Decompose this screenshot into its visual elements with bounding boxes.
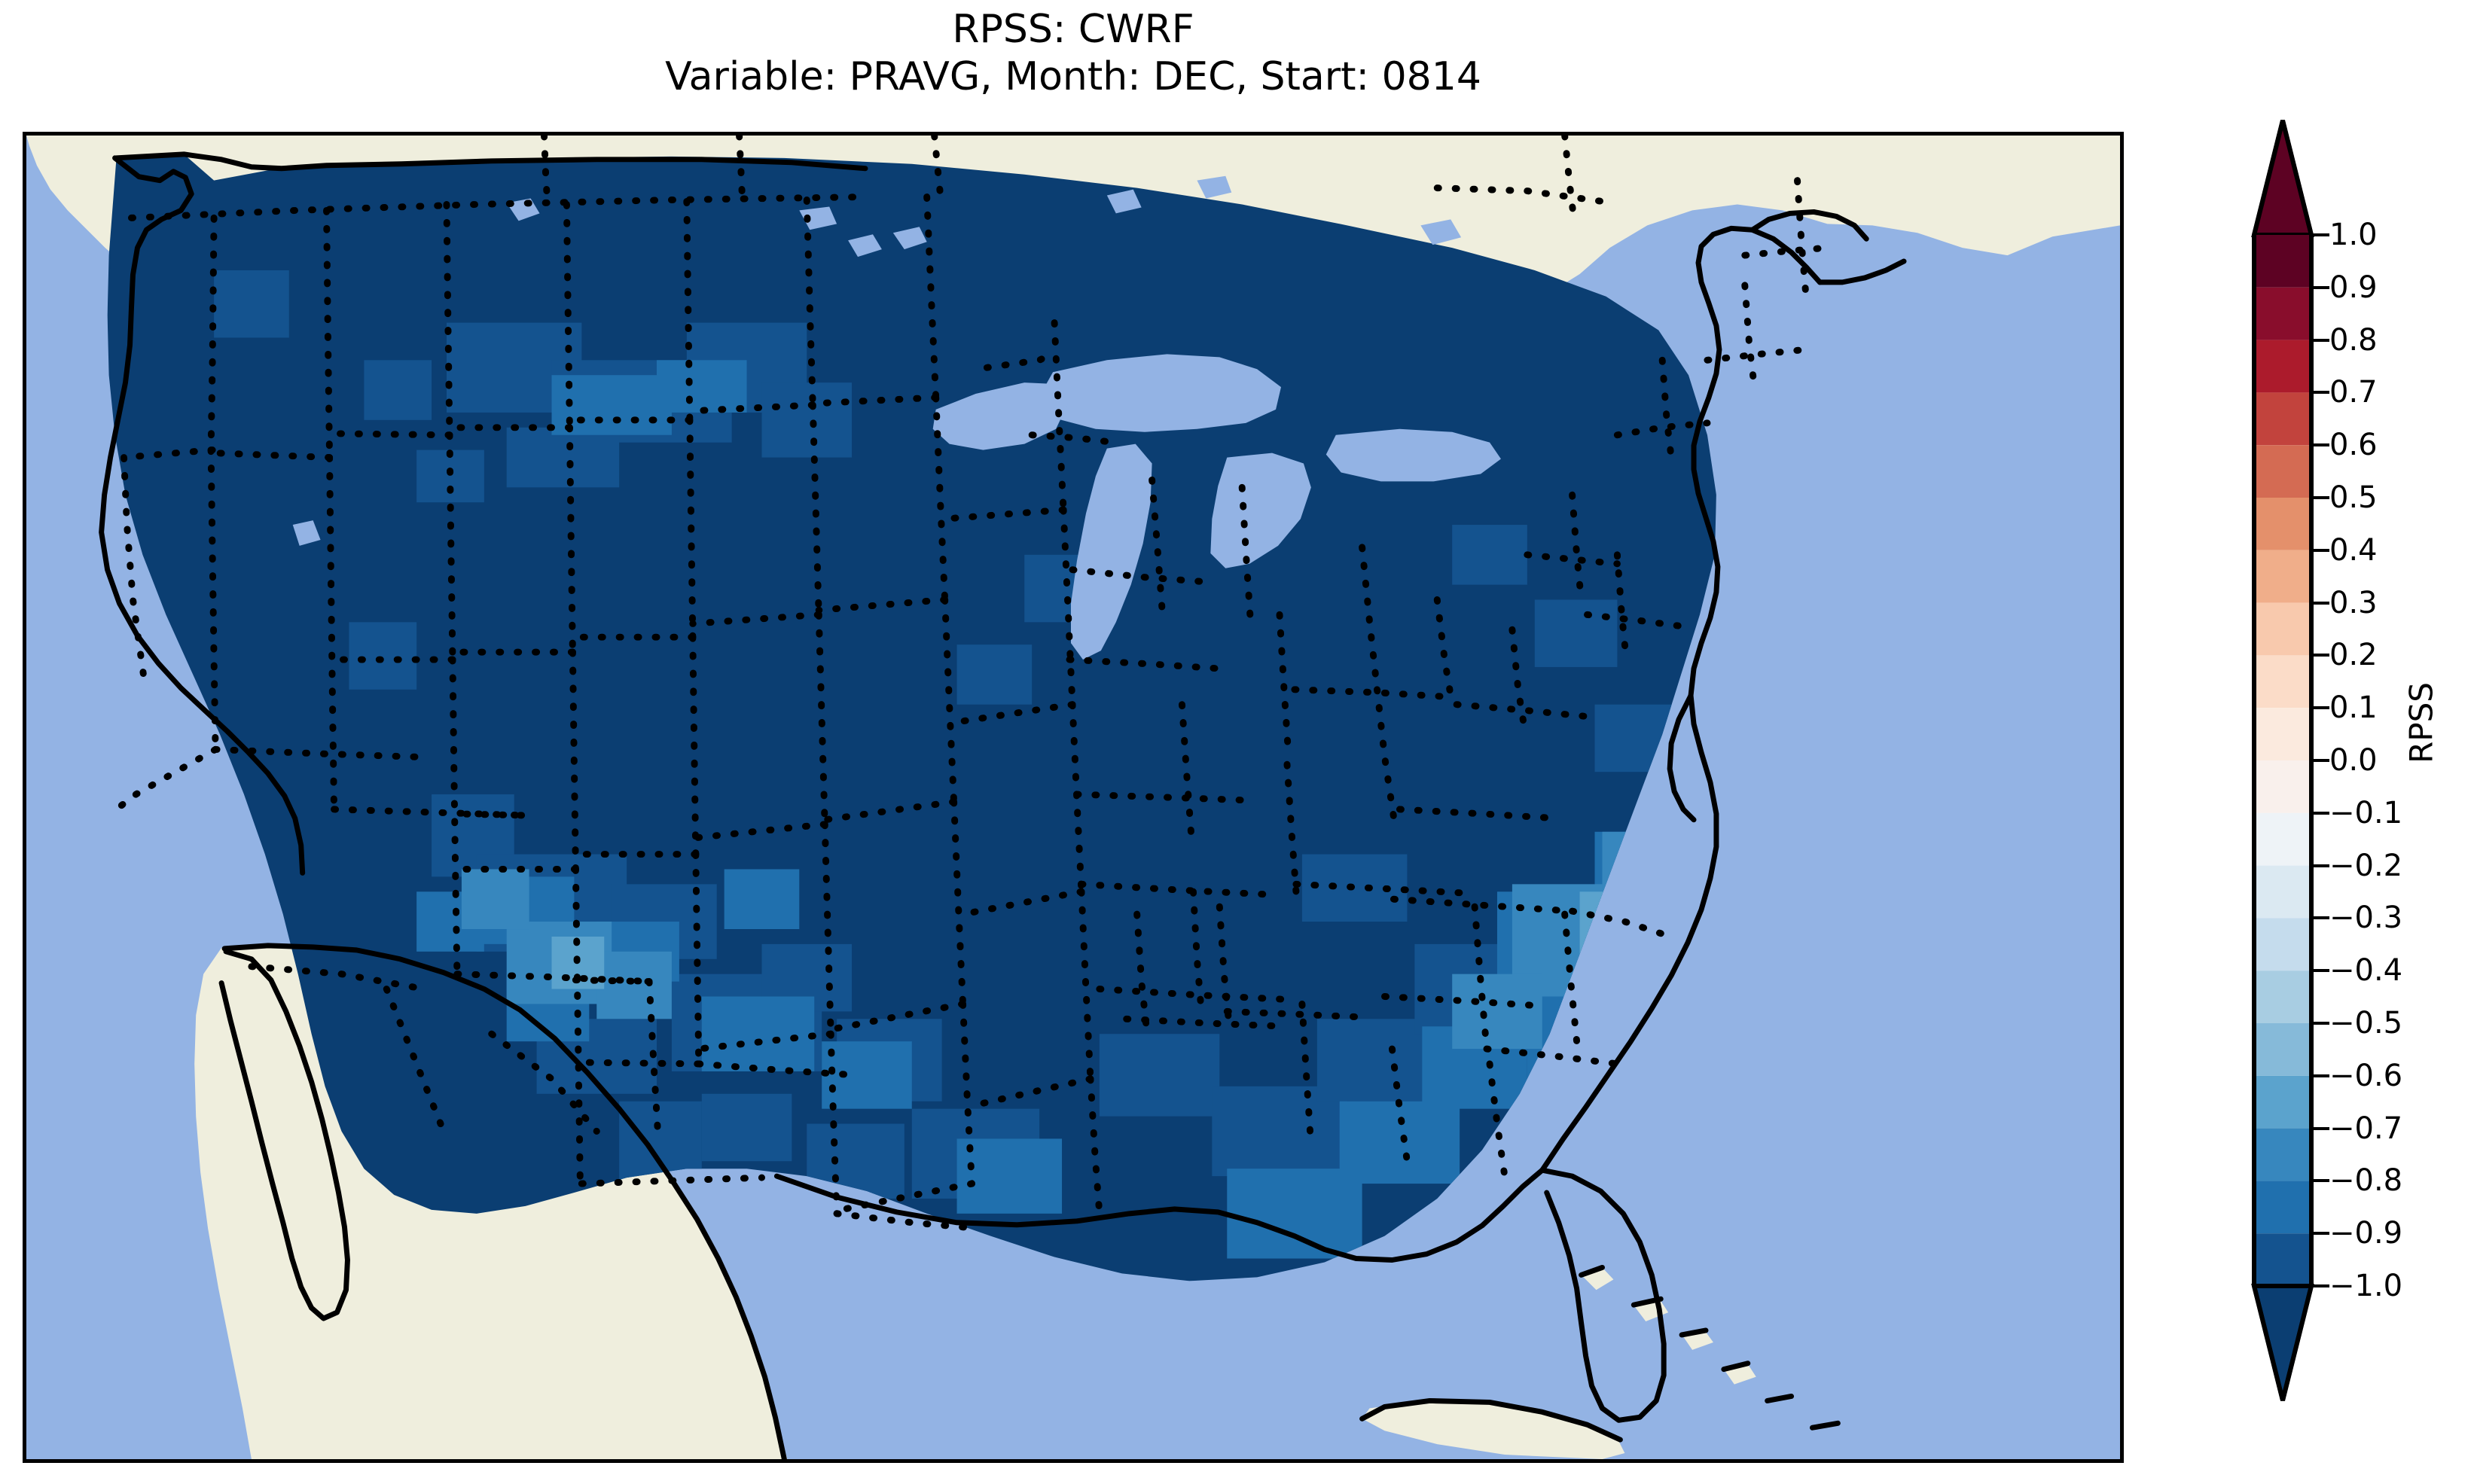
colorbar-extend-bottom: [2251, 1284, 2314, 1401]
colorbar-bands: [2254, 235, 2311, 1286]
colorbar-tick-label: 0.0: [2329, 743, 2378, 778]
great-salt-lake: [292, 520, 321, 546]
colorbar-tick-mark: [2311, 601, 2329, 605]
colorbar-tick-mark: [2311, 338, 2329, 342]
colorbar-tick-label: −0.4: [2329, 953, 2403, 989]
colorbar-tick-label: 0.2: [2329, 638, 2378, 673]
colorbar-tick-mark: [2311, 1022, 2329, 1025]
colorbar-axis-label: RPSS: [2402, 682, 2440, 763]
colorbar-tick-mark: [2311, 1232, 2329, 1236]
colorbar-tick-mark: [2311, 548, 2329, 552]
colorbar-tick-label: −0.7: [2329, 1111, 2403, 1146]
title-line-2: Variable: PRAVG, Month: DEC, Start: 0814: [665, 54, 1481, 100]
colorbar-tick-label: −0.6: [2329, 1058, 2403, 1093]
colorbar-tick-mark: [2311, 864, 2329, 867]
colorbar-tick-label: 0.5: [2329, 480, 2378, 515]
colorbar-tick-label: 0.9: [2329, 270, 2378, 305]
cuba-landmass: [1362, 1400, 1625, 1459]
colorbar-tick-mark: [2311, 391, 2329, 395]
colorbar-tick-mark: [2311, 1074, 2329, 1077]
lake-michigan: [1071, 443, 1152, 660]
bahamas-islands: [1579, 1267, 1756, 1385]
colorbar-tick-mark: [2311, 969, 2329, 973]
colorbar-tick-label: −0.8: [2329, 1163, 2403, 1199]
colorbar-tick-mark: [2311, 811, 2329, 815]
colorbar-axes: 1.0 0.9 0.8 0.7 0.6 0.5 0.4 0.3 0.2 0.1 …: [2251, 120, 2402, 1401]
colorbar-tick-mark: [2311, 1284, 2329, 1287]
title-line-1: RPSS: CWRF: [952, 7, 1194, 52]
colorbar-tick-label: 0.1: [2329, 690, 2378, 726]
colorbar-tick-label: 0.4: [2329, 532, 2378, 568]
colorbar-tick-label: −0.2: [2329, 848, 2403, 883]
lake-huron: [1210, 453, 1311, 568]
colorbar-tick-label: 0.7: [2329, 375, 2378, 410]
colorbar-tick-label: −0.3: [2329, 900, 2403, 936]
colorbar-tick-mark: [2311, 1179, 2329, 1183]
colorbar-tick-mark: [2311, 706, 2329, 710]
map-plot: [26, 136, 2120, 1459]
colorbar-tick-label: 0.3: [2329, 585, 2378, 620]
colorbar-extend-top: [2251, 120, 2314, 237]
colorbar-tick-label: −0.5: [2329, 1006, 2403, 1041]
colorbar-tick-label: −1.0: [2329, 1269, 2403, 1303]
colorbar-tick-mark: [2311, 759, 2329, 762]
figure-title: RPSS: CWRF Variable: PRAVG, Month: DEC, …: [0, 6, 2146, 102]
colorbar-tick-mark: [2311, 233, 2329, 236]
state-borders: [113, 136, 1831, 1233]
colorbar-tick-mark: [2311, 916, 2329, 920]
colorbar-tick-mark: [2311, 443, 2329, 447]
colorbar-tick-mark: [2311, 285, 2329, 289]
colorbar-tick-label: −0.9: [2329, 1216, 2403, 1251]
colorbar-tick-mark: [2311, 496, 2329, 499]
colorbar-gradient: [2251, 120, 2314, 1401]
lake-ontario-erie: [1325, 428, 1501, 482]
colorbar-tick-mark: [2311, 654, 2329, 657]
colorbar-tick-label: 0.8: [2329, 322, 2378, 358]
colorbar-tick-mark: [2311, 1126, 2329, 1130]
colorbar-tick-label: 0.6: [2329, 428, 2378, 463]
coastlines: [99, 151, 1907, 1459]
colorbar-tick-label: 1.0: [2329, 218, 2378, 252]
lake-superior: [1038, 354, 1282, 432]
map-axes: [23, 132, 2124, 1463]
baja-peninsula: [224, 951, 348, 1321]
colorbar-tick-label: −0.1: [2329, 795, 2403, 830]
